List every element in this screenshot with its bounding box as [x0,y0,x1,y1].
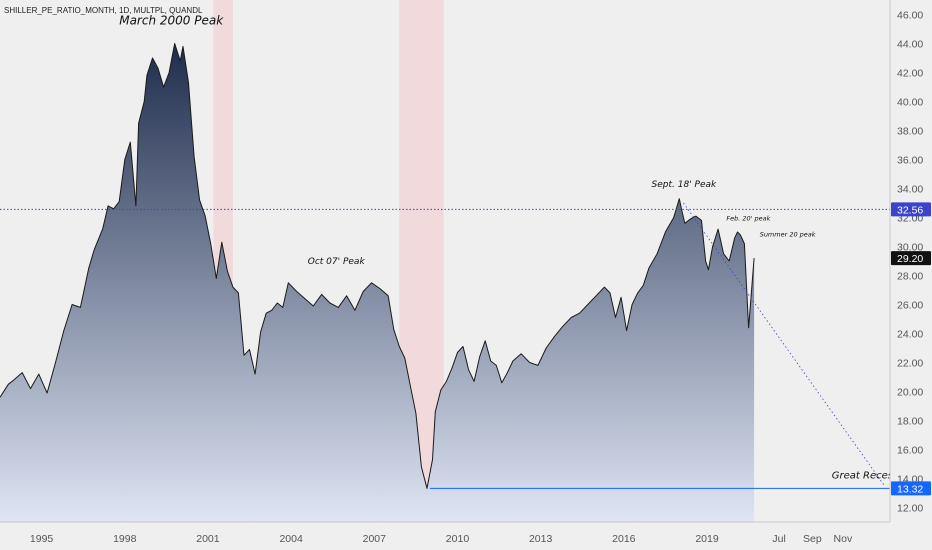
x-tick-label: 2016 [612,533,636,545]
chart-annotation: March 2000 Peak [119,14,224,28]
x-tick-label: Jul [772,533,785,545]
chart-annotation: Great Recession [832,471,914,482]
y-tick-label: 22.00 [897,358,923,370]
chart-annotation: Feb. 20' peak [726,214,770,222]
y-tick-label: 42.00 [897,68,923,80]
y-tick-label: 38.00 [897,126,923,138]
level-price-label-bg [891,481,931,496]
x-tick-label: 1995 [30,533,54,545]
last-value-label: 29.20 [897,253,923,265]
x-tick-label: 2007 [363,533,387,545]
x-tick-label: 2019 [695,533,719,545]
last-value-label-bg [891,251,931,266]
level-price-label: 13.32 [897,483,923,495]
x-tick-label: Nov [834,533,853,545]
level-price-label-bg [891,202,931,217]
y-tick-label: 20.00 [897,387,923,399]
y-tick-label: 44.00 [897,39,923,51]
chart-annotation: Oct 07' Peak [308,257,366,267]
price-axis-background [890,0,932,550]
x-tick-label: 2010 [446,533,470,545]
level-price-label: 32.56 [897,204,923,216]
y-tick-label: 18.00 [897,416,923,428]
x-tick-label: 2001 [196,533,220,545]
series-line[interactable] [0,43,755,489]
y-tick-label: 36.00 [897,155,923,167]
y-tick-label: 24.00 [897,329,923,341]
x-tick-label: 2004 [279,533,303,545]
y-tick-label: 28.00 [897,271,923,283]
x-tick-label: 2013 [529,533,553,545]
y-tick-label: 34.00 [897,184,923,196]
x-tick-label: Sep [803,533,822,545]
x-tick-label: 1998 [113,533,137,545]
series-area-fill [0,43,755,522]
y-tick-label: 12.00 [897,503,923,515]
symbol-label: SHILLER_PE_RATIO_MONTH, 1D, MULTPL, QUAN… [4,6,203,15]
trend-line[interactable] [683,202,885,486]
y-tick-label: 30.00 [897,242,923,254]
chart-annotation: Sept. 18' Peak [652,180,717,190]
y-tick-label: 46.00 [897,10,923,22]
y-tick-label: 26.00 [897,300,923,312]
chart-annotation: Summer 20 peak [760,230,816,238]
y-tick-label: 40.00 [897,97,923,109]
y-tick-label: 16.00 [897,445,923,457]
